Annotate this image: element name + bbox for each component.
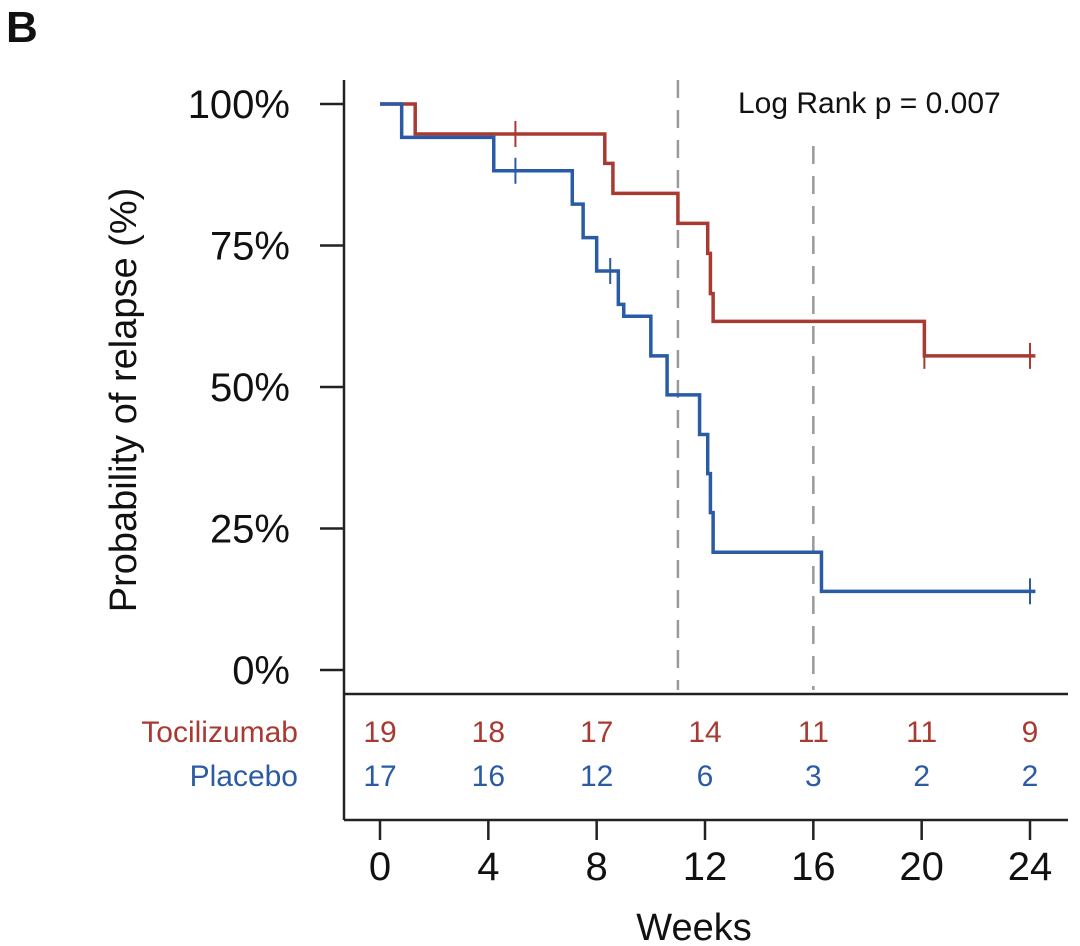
series-line-tocilizumab [380, 102, 1036, 358]
reference-lines [676, 80, 815, 690]
x-tick-label-12: 12 [683, 845, 728, 889]
risk-count-tocilizumab-0: 19 [363, 716, 396, 749]
risk-row-label-tocilizumab: Tocilizumab [141, 716, 298, 749]
risk-count-placebo-4: 16 [472, 760, 505, 793]
y-tick-label-25: 25% [210, 508, 290, 552]
risk-count-tocilizumab-24: 9 [1022, 716, 1039, 749]
risk-count-placebo-8: 12 [580, 760, 613, 793]
risk-row-label-placebo: Placebo [190, 760, 298, 793]
x-tick-label-8: 8 [586, 845, 608, 889]
panel-label: B [6, 3, 38, 52]
series-layer [380, 102, 1036, 605]
log-rank-annotation: Log Rank p = 0.007 [738, 87, 1001, 120]
risk-count-placebo-12: 6 [697, 760, 714, 793]
y-tick-label-50: 50% [210, 366, 290, 410]
labels: 0% 25% 50% 75% 100% 0 4 8 12 16 20 24 Tocilizumab 19 1… [141, 83, 1052, 889]
risk-count-tocilizumab-20: 11 [906, 716, 937, 749]
x-tick-label-4: 4 [477, 845, 499, 889]
x-axis-title: Weeks [636, 907, 751, 946]
risk-count-tocilizumab-16: 11 [798, 716, 829, 749]
risk-count-placebo-0: 17 [363, 760, 396, 793]
series-line-placebo [380, 102, 1036, 594]
risk-count-placebo-24: 2 [1022, 760, 1039, 793]
risk-count-placebo-16: 3 [805, 760, 822, 793]
axes [320, 80, 1068, 840]
risk-count-placebo-20: 2 [913, 760, 930, 793]
x-tick-label-16: 16 [791, 845, 836, 889]
x-tick-label-24: 24 [1008, 845, 1053, 889]
risk-count-tocilizumab-4: 18 [472, 716, 505, 749]
y-tick-label-75: 75% [210, 225, 290, 269]
y-axis-title: Probability of relapse (%) [103, 188, 145, 613]
y-tick-label-0: 0% [232, 649, 290, 693]
x-tick-label-0: 0 [369, 845, 391, 889]
risk-count-tocilizumab-8: 17 [580, 716, 613, 749]
y-tick-label-100: 100% [188, 83, 290, 127]
risk-count-tocilizumab-12: 14 [688, 716, 721, 749]
x-tick-label-20: 20 [899, 845, 944, 889]
